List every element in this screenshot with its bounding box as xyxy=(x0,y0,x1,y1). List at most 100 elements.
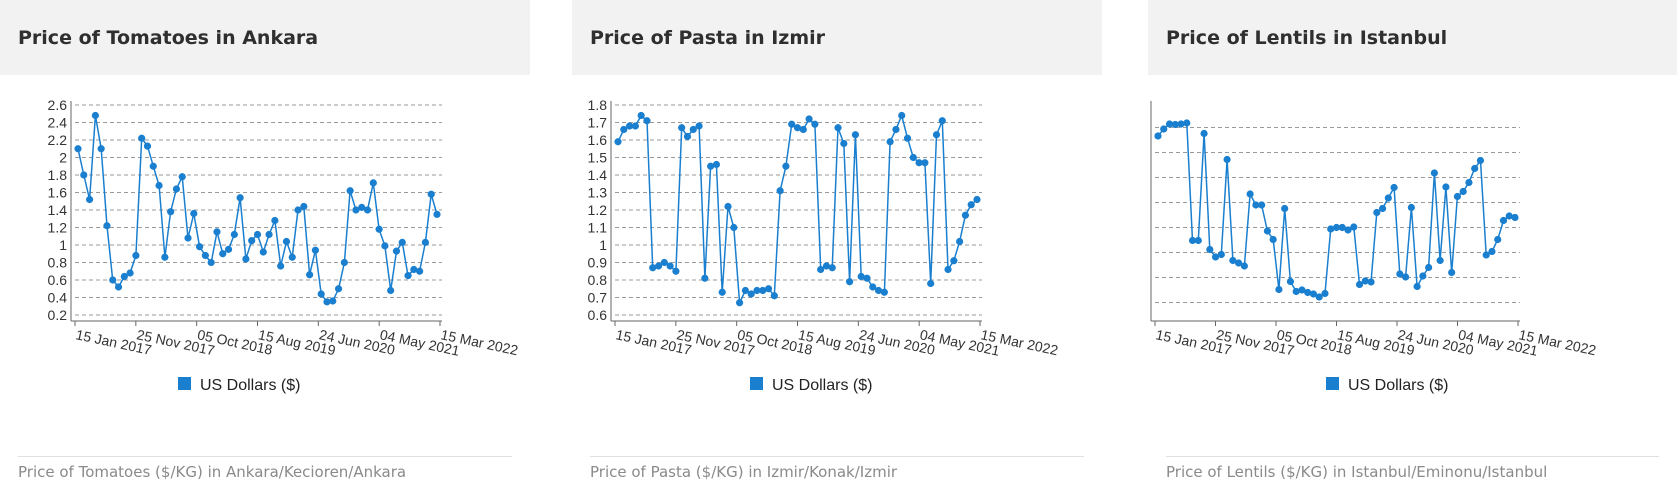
data-point xyxy=(236,194,244,202)
data-point xyxy=(288,253,296,261)
data-point xyxy=(620,125,628,134)
data-point xyxy=(1171,120,1179,129)
data-point xyxy=(1235,259,1243,267)
data-point xyxy=(1194,236,1202,245)
data-point xyxy=(840,139,848,148)
data-point xyxy=(1252,201,1260,209)
data-point xyxy=(614,138,622,146)
data-point xyxy=(828,264,836,272)
data-point xyxy=(1229,256,1237,265)
data-point xyxy=(770,292,778,300)
series-line xyxy=(617,113,978,306)
data-point xyxy=(1281,204,1289,213)
data-point xyxy=(317,290,325,298)
data-point xyxy=(114,283,123,291)
data-point xyxy=(1188,236,1197,245)
data-point xyxy=(1217,250,1225,259)
y-tick-label: 1.7 xyxy=(588,115,608,131)
data-point xyxy=(1407,203,1415,212)
data-point xyxy=(149,162,157,170)
data-point xyxy=(718,288,726,296)
data-point xyxy=(138,134,146,142)
data-point xyxy=(817,265,825,274)
data-point xyxy=(1154,132,1162,140)
data-point xyxy=(707,162,715,170)
data-point xyxy=(961,211,970,219)
data-point xyxy=(689,125,697,134)
data-point xyxy=(637,111,645,120)
data-point xyxy=(1211,253,1220,261)
card-footer: Price of Lentils ($/KG) in Istanbul/Emin… xyxy=(1166,456,1659,481)
data-point xyxy=(195,243,204,251)
data-point xyxy=(1309,290,1318,298)
data-point xyxy=(277,262,285,270)
data-point xyxy=(300,202,308,211)
chart-card-tomatoes: Price of Tomatoes in Ankara 0.2 0.4 0.6 0.8… xyxy=(0,0,530,497)
data-point xyxy=(1419,272,1427,280)
data-point xyxy=(271,216,279,225)
data-point xyxy=(869,283,877,291)
data-point xyxy=(915,159,923,167)
data-point xyxy=(886,138,894,146)
data-point xyxy=(109,276,117,284)
data-point xyxy=(759,286,767,295)
data-point xyxy=(1206,245,1214,254)
data-point xyxy=(1482,251,1490,259)
data-point xyxy=(712,160,721,169)
data-point xyxy=(242,255,250,263)
data-point xyxy=(695,122,703,130)
data-point xyxy=(224,245,233,253)
data-point xyxy=(788,120,796,128)
data-point xyxy=(132,251,140,260)
data-point xyxy=(433,210,441,218)
data-point xyxy=(398,238,406,246)
line-chart-tomatoes: 0.20.40.60.811.21.41.61.822.22.42.615 Ja… xyxy=(48,97,520,394)
data-point xyxy=(1488,247,1496,256)
data-point xyxy=(1298,286,1306,294)
data-point xyxy=(1344,226,1352,234)
data-point xyxy=(1263,227,1272,235)
data-point xyxy=(863,274,871,282)
data-point xyxy=(834,124,842,132)
data-point xyxy=(294,206,302,214)
y-tick-label: 1.4 xyxy=(48,202,68,218)
data-point xyxy=(1269,235,1277,244)
data-point xyxy=(1453,192,1462,201)
data-point xyxy=(811,120,819,128)
data-point xyxy=(944,265,952,274)
data-point xyxy=(80,171,88,179)
card-title: Price of Pasta in Izmir xyxy=(590,26,826,49)
data-point xyxy=(1304,288,1312,297)
legend-label: US Dollars ($) xyxy=(1348,377,1448,394)
data-point xyxy=(805,115,813,123)
data-point xyxy=(672,267,680,275)
data-point xyxy=(938,117,946,125)
y-tick-label: 0.4 xyxy=(48,290,68,306)
y-tick-label: 2.2 xyxy=(48,132,68,148)
data-point xyxy=(248,237,256,245)
data-point xyxy=(921,159,929,167)
data-point xyxy=(1511,213,1519,222)
y-tick-label: 0.2 xyxy=(48,307,68,323)
data-point xyxy=(1413,282,1421,291)
data-point xyxy=(392,247,401,255)
data-point xyxy=(1378,204,1387,213)
y-tick-label: 1.8 xyxy=(588,97,608,113)
y-tick-label: 1.8 xyxy=(48,167,68,183)
data-point xyxy=(660,258,668,267)
data-point xyxy=(352,206,360,214)
data-point xyxy=(126,269,134,277)
data-point xyxy=(851,131,860,139)
data-point xyxy=(358,203,366,211)
y-tick-label: 2.4 xyxy=(48,115,68,131)
data-point xyxy=(1505,212,1513,220)
data-point xyxy=(1390,183,1398,192)
data-point xyxy=(898,111,906,120)
data-point xyxy=(967,201,975,209)
data-point xyxy=(683,132,692,141)
data-point xyxy=(1448,268,1456,277)
data-point xyxy=(1442,183,1450,191)
y-tick-label: 0.7 xyxy=(588,290,608,306)
data-point xyxy=(678,124,686,132)
y-tick-label: 1 xyxy=(59,237,67,253)
